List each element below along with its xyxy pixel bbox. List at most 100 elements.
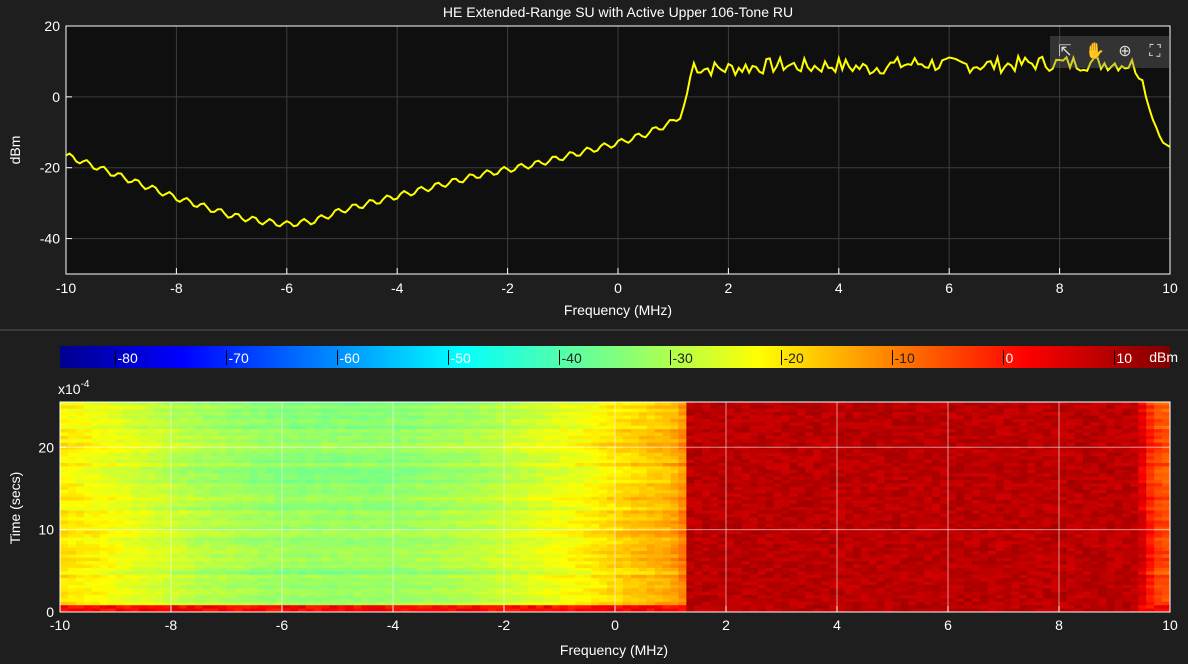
spectrogram-cell (1059, 510, 1068, 515)
spectrogram-cell (599, 503, 608, 508)
spectrogram-cell (924, 476, 933, 481)
spectrogram-cell (1082, 418, 1092, 423)
spectrogram-cell (829, 500, 838, 505)
spectrogram-cell (702, 479, 711, 484)
spectrogram-cell (868, 415, 878, 420)
spectrogram-cell (171, 446, 180, 451)
spectrogram-cell (1027, 452, 1036, 457)
spectrogram-cell (900, 503, 909, 508)
spectrogram-cell (1122, 459, 1131, 464)
spectrogram-cell (646, 483, 656, 488)
spectrogram-cell (821, 415, 830, 420)
spectrogram-cell (1011, 469, 1020, 474)
spectrogram-cell (1051, 439, 1060, 444)
spectrogram-cell (1074, 429, 1084, 434)
spectrogram-cell (1146, 422, 1155, 427)
spectrogram-cell (123, 520, 132, 525)
spectrogram-cell (860, 473, 870, 478)
spectrogram-cell (718, 459, 727, 464)
spectrogram-cell (852, 405, 862, 410)
spectrogram-cell (504, 493, 513, 498)
spectrogram-cell (448, 473, 458, 478)
spectrogram-cell (607, 479, 616, 484)
spectrogram-cell (1138, 490, 1147, 495)
spectrogram-cell (472, 405, 481, 410)
spectrogram-cell (654, 496, 664, 501)
spectrogram-cell (908, 479, 917, 484)
spectrogram-cell (147, 459, 156, 464)
spectrogram-cell (329, 415, 339, 420)
spectrogram-cell (416, 517, 426, 522)
spectrogram-cell (575, 422, 584, 427)
spectrogram-cell (369, 473, 378, 478)
spectrogram-cell (361, 425, 370, 430)
spectrogram-cell (67, 425, 77, 430)
spectrogram-cell (1051, 415, 1060, 420)
spectrogram-cell (551, 408, 561, 413)
spectrogram-cell (797, 429, 806, 434)
spectrogram-cell (924, 412, 933, 417)
spectrogram-cell (527, 418, 537, 423)
spectrogram-cell (321, 510, 331, 515)
spectrogram-cell (1162, 513, 1170, 518)
spectrogram-cell (583, 466, 592, 471)
spectrogram-cell (749, 493, 759, 498)
spectrogram-cell (289, 452, 299, 457)
spectrogram-cell (963, 486, 973, 491)
spectrogram-cell (1059, 415, 1068, 420)
spectrogram-cell (718, 513, 727, 518)
spectrogram-cell (995, 425, 1005, 430)
spectrogram-cell (282, 439, 291, 444)
spectrogram-cell (329, 452, 339, 457)
spectrogram-cell (955, 449, 965, 454)
spectrogram-cell (615, 425, 624, 430)
spectrogram-cell (591, 412, 600, 417)
spectrogram-cell (321, 435, 331, 440)
spectrogram-cell (91, 415, 101, 420)
spectrogram-cell (171, 503, 180, 508)
spectrogram-cell (1090, 418, 1100, 423)
spectrogram-cell (749, 456, 759, 461)
spectrogram-cell (876, 449, 886, 454)
spectrogram-cell (258, 493, 267, 498)
spectrogram-cell (1130, 456, 1139, 461)
spectrogram-cell (83, 496, 93, 501)
spectrogram-cell (741, 435, 751, 440)
colorbar-tick-label: 0 (1006, 350, 1014, 366)
spectrogram-cell (1098, 510, 1108, 515)
spectrogram-cell (797, 473, 806, 478)
spectrogram-cell (955, 513, 965, 518)
spectrogram-cell (852, 466, 862, 471)
spectrogram-cell (266, 473, 275, 478)
spectrogram-cell (995, 462, 1005, 467)
spectrogram-cell (1003, 469, 1013, 474)
spectrogram-cell (670, 456, 680, 461)
spectrogram-cell (186, 500, 196, 505)
spectrogram-cell (289, 507, 299, 511)
spectrogram-cell (1082, 476, 1092, 481)
spectrogram-cell (504, 469, 513, 474)
spectrogram-cell (1090, 513, 1100, 518)
spectrogram-cell (178, 425, 188, 430)
spectrogram-cell (123, 507, 132, 511)
spectrogram-cell (900, 402, 909, 406)
spectrogram-cell (868, 435, 878, 440)
spectrogram-cell (916, 405, 925, 410)
spectrogram-cell (337, 418, 347, 423)
spectrogram-cell (916, 456, 925, 461)
spectrogram-cell (765, 435, 775, 440)
spectrogram-cell (852, 449, 862, 454)
spectrogram-cell (186, 405, 196, 410)
spectrogram-cell (702, 449, 711, 454)
spectrogram-cell (710, 456, 719, 461)
spectrogram-cell (884, 405, 894, 410)
spectrogram-cell (369, 479, 378, 484)
spectrogram-cell (916, 490, 925, 495)
spectrogram-cell (424, 503, 434, 508)
spectrogram-cell (424, 479, 434, 484)
spectrogram-cell (131, 510, 140, 515)
spectrogram-cell (393, 486, 402, 491)
spectrogram-cell (670, 405, 680, 410)
spectrogram-cell (456, 435, 465, 440)
spectrogram-cell (274, 456, 283, 461)
